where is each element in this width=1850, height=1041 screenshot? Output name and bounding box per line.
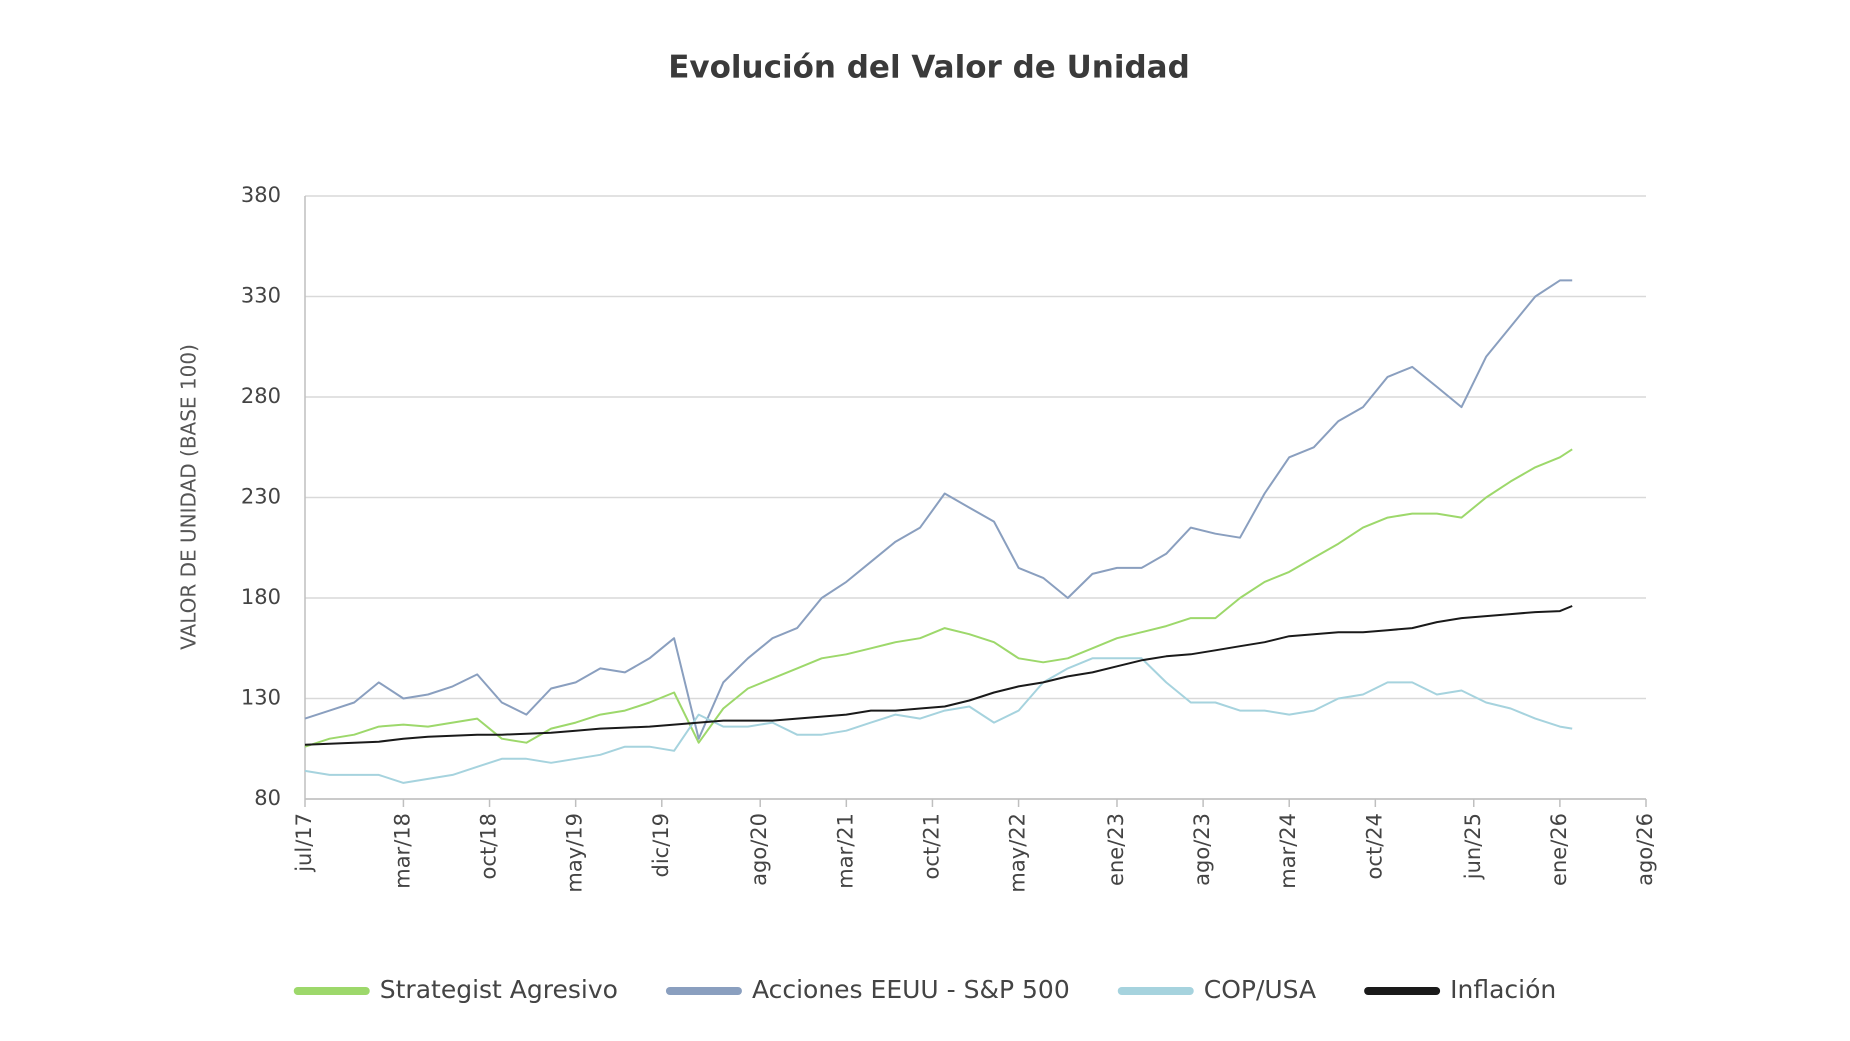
x-tick-label: jun/25 <box>1461 813 1485 880</box>
x-tick-label: oct/24 <box>1362 813 1386 879</box>
x-tick-label: may/22 <box>1006 813 1030 893</box>
y-tick-label: 130 <box>241 686 281 710</box>
x-tick-label: ene/26 <box>1547 813 1571 886</box>
x-tick-label: oct/18 <box>477 813 501 879</box>
x-tick-label: mar/24 <box>1276 813 1300 889</box>
x-tick-label: dic/19 <box>649 813 673 878</box>
legend-label: Strategist Agresivo <box>380 975 618 1004</box>
x-tick-label: mar/18 <box>390 813 414 889</box>
y-tick-label: 330 <box>241 284 281 308</box>
line-series <box>304 605 1573 746</box>
y-tick-label: 80 <box>254 786 281 810</box>
x-tick-label: ago/23 <box>1190 813 1214 886</box>
y-tick-label: 230 <box>241 485 281 509</box>
line-series <box>304 279 1573 740</box>
x-tick-label: ene/23 <box>1104 813 1128 886</box>
y-tick-label: 380 <box>241 183 281 207</box>
legend-label: COP/USA <box>1204 975 1316 1004</box>
x-tick-label: ago/20 <box>747 813 771 886</box>
line-series <box>304 448 1573 748</box>
x-tick-label: mar/21 <box>833 813 857 889</box>
y-tick-label: 180 <box>241 585 281 609</box>
x-tick-label: ago/26 <box>1633 813 1657 886</box>
x-tick-label: jul/17 <box>292 813 316 873</box>
y-tick-label: 280 <box>241 384 281 408</box>
legend-label: Acciones EEUU - S&P 500 <box>752 975 1070 1004</box>
x-tick-label: may/19 <box>563 813 587 893</box>
x-tick-label: oct/21 <box>919 813 943 879</box>
legend-label: Inflación <box>1450 975 1556 1004</box>
line-series <box>304 657 1573 784</box>
chart-title: Evolución del Valor de Unidad <box>668 50 1190 86</box>
y-axis-label: VALOR DE UNIDAD (BASE 100) <box>177 344 201 650</box>
